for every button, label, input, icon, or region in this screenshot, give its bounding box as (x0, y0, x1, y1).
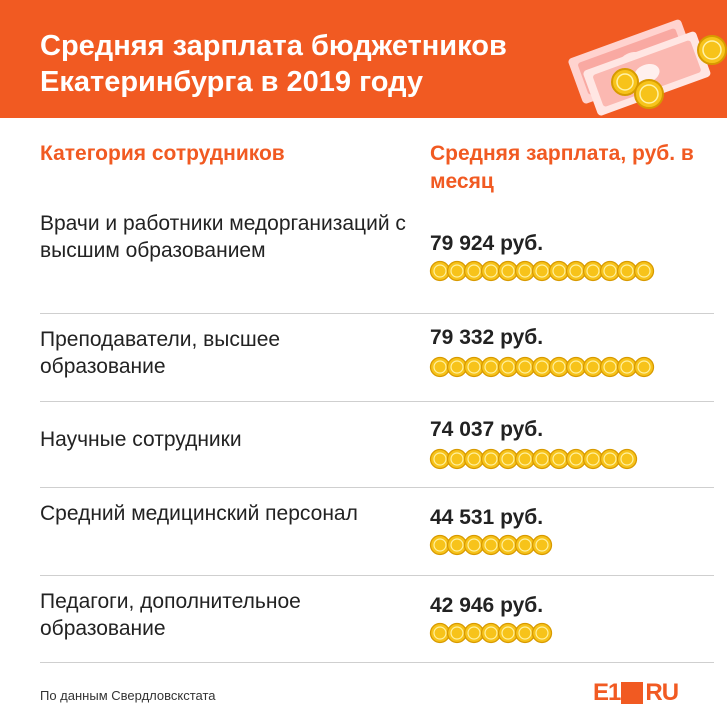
coin-icon (446, 622, 468, 644)
coin-icon (531, 448, 553, 470)
coin-icon (514, 622, 536, 644)
coin-icon (514, 534, 536, 556)
coin-icon (429, 448, 451, 470)
coin-bar (429, 356, 655, 378)
coin-icon (429, 260, 451, 282)
logo-square-icon (621, 682, 644, 704)
coin-icon (463, 448, 485, 470)
coin-icon (480, 622, 502, 644)
coin-icon (497, 622, 519, 644)
row-divider (40, 487, 714, 488)
column-header-salary: Средняя зарплата, руб. в месяц (430, 142, 694, 193)
coin-icon (429, 534, 451, 556)
coin-icon (463, 356, 485, 378)
coin-icon (480, 448, 502, 470)
salary-value: 79 924 руб. (430, 232, 544, 255)
salary-value: 74 037 руб. (430, 418, 544, 441)
table-row: Педагоги, дополнительное образование 42 9… (40, 580, 714, 660)
row-divider (40, 662, 714, 663)
coin-bar (429, 448, 638, 470)
coin-icon (616, 356, 638, 378)
coin-icon (565, 448, 587, 470)
coin-icon (548, 356, 570, 378)
table-row: Преподаватели, высшее образование 79 332 … (40, 318, 714, 398)
salary-value: 44 531 руб. (430, 506, 544, 529)
logo-text-left: E1 (593, 679, 621, 706)
header-banner: Средняя зарплата бюджетников Екатеринбур… (0, 0, 727, 118)
coin-icon (633, 356, 655, 378)
coin-icon (497, 356, 519, 378)
coin-icon (599, 448, 621, 470)
coin-icon (480, 534, 502, 556)
coin-icon (531, 356, 553, 378)
coin-icon (633, 260, 655, 282)
coin-icon (480, 260, 502, 282)
page-title: Средняя зарплата бюджетников Екатеринбур… (40, 30, 507, 98)
category-label: Средний медицинский персонал (40, 502, 358, 525)
table-row: Врачи и работники медорганизаций с высши… (40, 210, 714, 310)
coin-icon (548, 448, 570, 470)
table-row: Научные сотрудники 74 037 руб. (40, 406, 714, 484)
coin-icon (531, 622, 553, 644)
category-label: Врачи и работники медорганизаций с высши… (40, 212, 406, 262)
salary-value: 79 332 руб. (430, 326, 544, 349)
coin-icon (514, 260, 536, 282)
e1-logo: E1 RU (593, 679, 679, 706)
coin-icon (497, 260, 519, 282)
coin-icon (565, 260, 587, 282)
coin-bar (429, 260, 655, 282)
coin-icon (599, 260, 621, 282)
category-label: Педагоги, дополнительное образование (40, 590, 301, 640)
row-divider (40, 401, 714, 402)
coin-icon (463, 534, 485, 556)
coin-icon (582, 448, 604, 470)
source-note: По данным Свердловскстата (40, 688, 216, 703)
coin-icon (531, 260, 553, 282)
coin-icon (599, 356, 621, 378)
coin-icon (429, 356, 451, 378)
coin-icon (548, 260, 570, 282)
coin-icon (616, 260, 638, 282)
coin-icon (497, 534, 519, 556)
category-label: Преподаватели, высшее образование (40, 328, 281, 378)
coin-icon (531, 534, 553, 556)
column-header-category: Категория сотрудников (40, 142, 285, 165)
coin-bar (429, 534, 553, 556)
coin-icon (616, 448, 638, 470)
coin-icon (497, 448, 519, 470)
row-divider (40, 313, 714, 314)
coin-bar (429, 622, 553, 644)
coin-icon (429, 622, 451, 644)
coin-icon (446, 356, 468, 378)
coin-icon (582, 356, 604, 378)
coin-icon (463, 260, 485, 282)
logo-text-right: RU (645, 679, 679, 706)
coin-icon (514, 356, 536, 378)
coin-icon (446, 534, 468, 556)
table-row: Средний медицинский персонал 44 531 руб. (40, 492, 714, 572)
coin-icon (565, 356, 587, 378)
coin-icon (446, 448, 468, 470)
coin-icon (514, 448, 536, 470)
coin-icon (582, 260, 604, 282)
category-label: Научные сотрудники (40, 428, 242, 451)
money-illustration-icon (568, 19, 727, 116)
salary-value: 42 946 руб. (430, 594, 544, 617)
coin-icon (446, 260, 468, 282)
coin-icon (463, 622, 485, 644)
coin-icon (480, 356, 502, 378)
row-divider (40, 575, 714, 576)
